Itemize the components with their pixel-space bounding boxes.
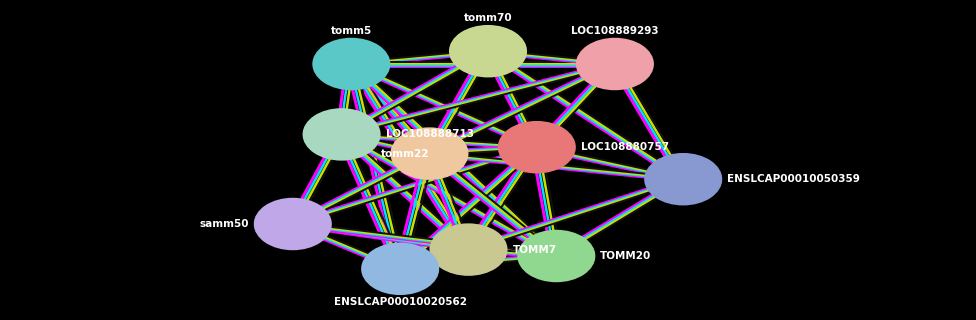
Ellipse shape	[644, 153, 722, 205]
Text: tomm22: tomm22	[381, 148, 429, 159]
Ellipse shape	[429, 223, 508, 276]
Ellipse shape	[498, 121, 576, 173]
Text: TOMM7: TOMM7	[512, 244, 556, 255]
Text: LOC108889293: LOC108889293	[571, 26, 659, 36]
Ellipse shape	[390, 127, 468, 180]
Text: ENSLCAP00010050359: ENSLCAP00010050359	[727, 174, 860, 184]
Ellipse shape	[576, 38, 654, 90]
Ellipse shape	[254, 198, 332, 250]
Text: samm50: samm50	[199, 219, 249, 229]
Text: tomm70: tomm70	[464, 13, 512, 23]
Text: ENSLCAP00010020562: ENSLCAP00010020562	[334, 297, 467, 307]
Ellipse shape	[361, 243, 439, 295]
Text: tomm5: tomm5	[331, 26, 372, 36]
Ellipse shape	[312, 38, 390, 90]
Ellipse shape	[303, 108, 381, 161]
Text: LOC108888713: LOC108888713	[386, 129, 473, 140]
Text: TOMM20: TOMM20	[600, 251, 652, 261]
Ellipse shape	[517, 230, 595, 282]
Text: LOC108880757: LOC108880757	[581, 142, 669, 152]
Ellipse shape	[449, 25, 527, 77]
